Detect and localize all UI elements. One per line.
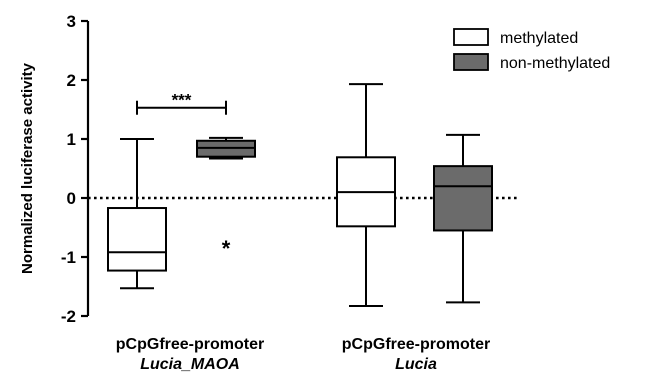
legend-swatch [453, 28, 489, 46]
outlier-marker: * [222, 236, 231, 261]
significance-stars: *** [172, 91, 192, 110]
legend-label: non-methylated [500, 55, 610, 72]
box-methylated-1 [336, 83, 396, 307]
box-iqr [433, 165, 493, 232]
y-tick-label: -1 [61, 248, 76, 267]
y-tick-label: -2 [61, 307, 76, 326]
box-non-methylated-0: * [196, 136, 256, 261]
legend-swatch [453, 53, 489, 71]
x-category-label: pCpGfree-promoter [116, 336, 264, 353]
box-iqr [107, 207, 167, 272]
axis-layer: -2 -1 0 1 2 3 Normalized luciferase activity pC… [19, 12, 520, 373]
legend: methylated non-methylated [453, 28, 610, 72]
y-axis-title: Normalized luciferase activity [19, 62, 36, 274]
box-non-methylated-1 [433, 133, 493, 304]
x-category-label: pCpGfree-promoter [342, 336, 490, 353]
significance-annotation: *** [136, 91, 227, 115]
x-category-sublabel: Lucia_MAOA [140, 356, 240, 373]
y-tick-label: 1 [67, 130, 76, 149]
y-tick-label: 2 [67, 71, 76, 90]
x-category-sublabel: Lucia [395, 356, 437, 373]
y-tick-label: 0 [67, 189, 76, 208]
y-tick-label: 3 [67, 12, 76, 31]
legend-label: methylated [500, 30, 578, 47]
box-methylated-0 [107, 138, 167, 290]
plot-layer: **** [107, 83, 493, 307]
